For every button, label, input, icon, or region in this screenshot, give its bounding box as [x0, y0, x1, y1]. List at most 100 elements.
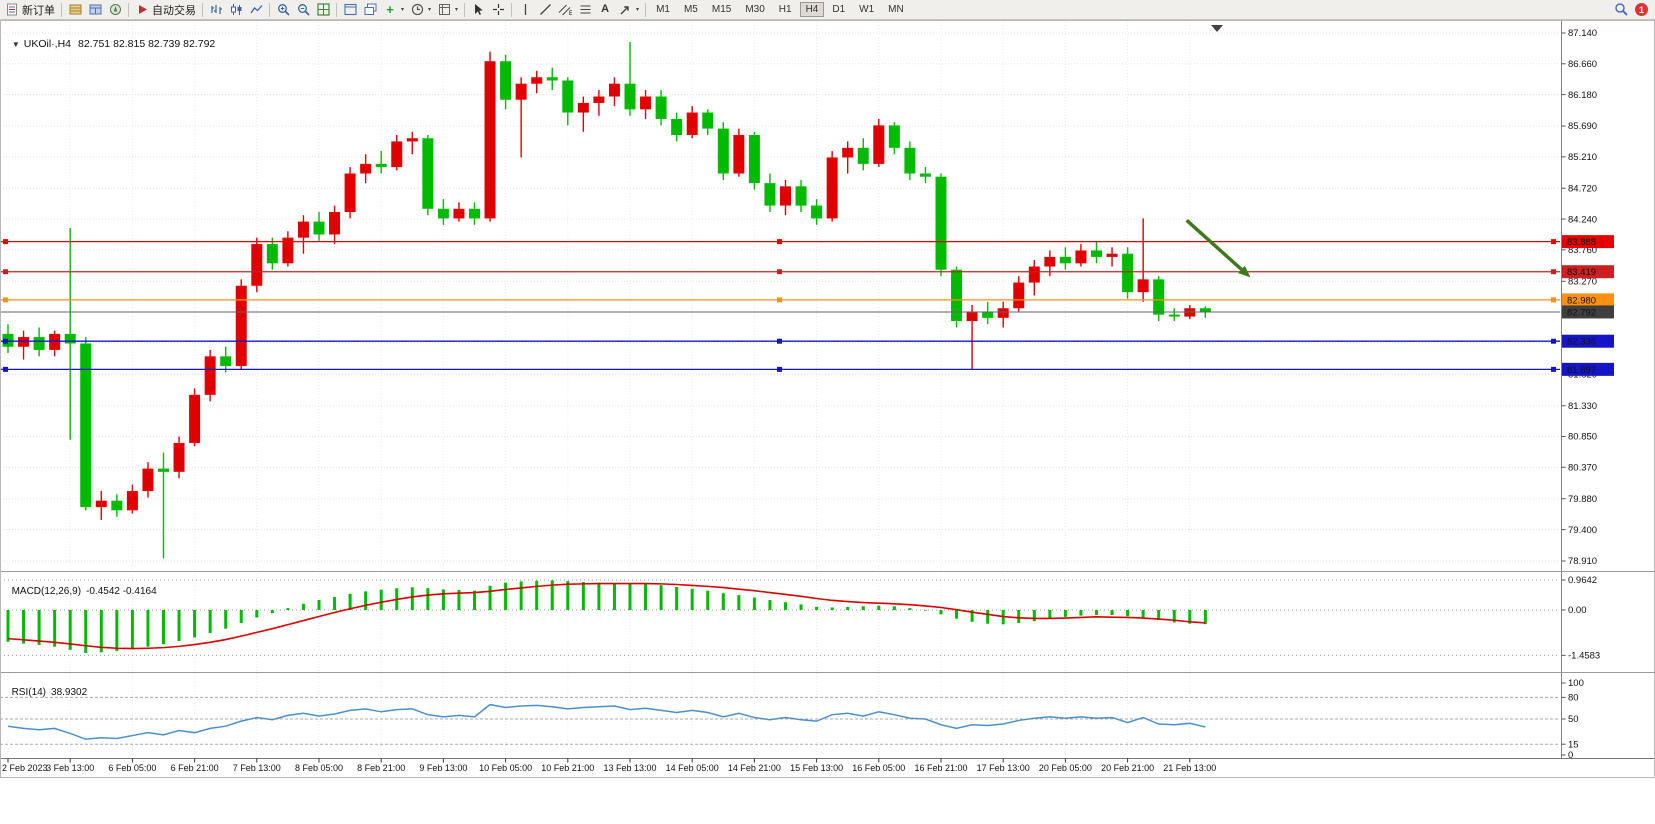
svg-text:0: 0 — [1568, 750, 1573, 761]
timeframe-W1[interactable]: W1 — [859, 4, 875, 15]
fibonacci-icon — [578, 3, 592, 17]
text-label-button[interactable]: A — [595, 1, 615, 19]
timeframe-M30[interactable]: M30 — [745, 4, 765, 15]
cursor-button[interactable] — [468, 1, 488, 19]
svg-text:-1.4583: -1.4583 — [1568, 651, 1600, 662]
trendline-button[interactable] — [535, 1, 555, 19]
timeframe-M15[interactable]: M15 — [711, 4, 732, 15]
svg-text:20 Feb 21:00: 20 Feb 21:00 — [1101, 763, 1154, 773]
toolbar-separator — [128, 2, 129, 17]
zoom-in-button[interactable] — [273, 1, 293, 19]
line-handle[interactable] — [3, 366, 8, 372]
add-indicator-button[interactable]: + ▾ — [380, 1, 407, 19]
zoom-out-icon — [296, 3, 310, 17]
templates-button[interactable]: ▾ — [434, 1, 461, 19]
line-handle[interactable] — [3, 239, 8, 245]
svg-text:14 Feb 21:00: 14 Feb 21:00 — [728, 763, 781, 773]
line-handle[interactable] — [1551, 239, 1556, 245]
svg-text:2 Feb 2023: 2 Feb 2023 — [2, 763, 48, 773]
toolbar-right: 1 — [1614, 3, 1653, 17]
data-window-button[interactable] — [85, 1, 105, 19]
chart-shift-marker-icon[interactable] — [1211, 25, 1223, 32]
svg-text:84.240: 84.240 — [1568, 214, 1597, 225]
timeframe-M5[interactable]: M5 — [683, 4, 698, 15]
navigator-icon — [108, 3, 122, 17]
rsi-value: 38.9302 — [51, 687, 88, 698]
chart-dropdown-marker[interactable]: ▼ — [11, 40, 20, 49]
line-handle[interactable] — [777, 269, 782, 275]
arrange-windows-button[interactable] — [340, 1, 360, 19]
line-handle[interactable] — [777, 338, 782, 344]
zoom-in-icon — [276, 3, 290, 17]
level-line-82.336[interactable] — [0, 338, 1560, 344]
notification-badge[interactable]: 1 — [1635, 3, 1648, 16]
svg-text:79.400: 79.400 — [1568, 525, 1597, 536]
toolbar-separator — [511, 2, 513, 17]
line-handle[interactable] — [1551, 338, 1556, 344]
toolbar-separator — [61, 2, 62, 17]
timeframe-M1[interactable]: M1 — [656, 4, 670, 15]
line-handle[interactable] — [777, 297, 782, 303]
line-handle[interactable] — [1551, 297, 1556, 303]
search-icon[interactable] — [1614, 3, 1628, 17]
price-tag — [1562, 235, 1614, 249]
bars-chart-button[interactable] — [206, 1, 226, 19]
market-watch-button[interactable] — [65, 1, 85, 19]
timeframe-MN[interactable]: MN — [888, 4, 904, 15]
level-line-83.419[interactable] — [0, 269, 1560, 275]
ohlc-readout: 82.751 82.815 82.739 82.792 — [78, 38, 216, 50]
rsi-line — [7, 703, 1206, 740]
line-handle[interactable] — [1551, 366, 1556, 372]
svg-text:82.980: 82.980 — [1567, 295, 1596, 306]
price-chart[interactable]: 87.140 86.660 86.180 85.690 85.210 84.720 84.2… — [0, 20, 1655, 824]
timeframe-H4[interactable]: H4 — [799, 2, 825, 17]
svg-text:17 Feb 13:00: 17 Feb 13:00 — [977, 763, 1030, 773]
line-chart-button[interactable] — [246, 1, 266, 19]
crosshair-button[interactable] — [488, 1, 508, 19]
line-handle[interactable] — [777, 366, 782, 372]
arrow-annotation[interactable] — [1185, 219, 1251, 278]
equidistant-channel-button[interactable]: E — [555, 1, 575, 19]
cursor-icon — [471, 3, 485, 17]
svg-text:81.897: 81.897 — [1567, 365, 1596, 376]
svg-text:83.760: 83.760 — [1568, 245, 1597, 256]
line-handle[interactable] — [3, 338, 8, 344]
timeframe-H1[interactable]: H1 — [778, 4, 792, 15]
chart-symbol-header: ▼ UKOil·,H4 82.751 82.815 82.739 82.792 — [6, 26, 215, 50]
periods-icon — [410, 3, 424, 17]
bars-chart-icon — [209, 3, 223, 17]
fibonacci-button[interactable] — [575, 1, 595, 19]
new-order-icon — [5, 3, 19, 17]
toolbar-button-area: 新订单 自动交易 + ▾ ▾ ▾ E A ▾ M1 M5 M15 M30 H1 H4 D1 W1 MN — [2, 0, 911, 19]
zoom-out-button[interactable] — [293, 1, 313, 19]
arrows-shapes-button[interactable]: ▾ — [615, 1, 642, 19]
svg-text:6 Feb 05:00: 6 Feb 05:00 — [108, 763, 156, 773]
periods-button[interactable]: ▾ — [407, 1, 434, 19]
level-line-82.980[interactable] — [0, 297, 1560, 303]
navigator-button[interactable] — [105, 1, 125, 19]
svg-text:81.330: 81.330 — [1568, 401, 1597, 412]
svg-text:20 Feb 05:00: 20 Feb 05:00 — [1039, 763, 1092, 773]
templates-icon — [437, 3, 451, 17]
line-handle[interactable] — [1551, 269, 1556, 275]
svg-text:78.910: 78.910 — [1568, 556, 1597, 567]
svg-text:80.370: 80.370 — [1568, 463, 1597, 474]
new-order-button[interactable]: 新订单 — [2, 1, 58, 19]
line-handle[interactable] — [777, 239, 782, 245]
toolbar-separator — [645, 2, 647, 17]
data-window-icon — [88, 3, 102, 17]
svg-text:86.660: 86.660 — [1568, 59, 1597, 70]
line-handle[interactable] — [3, 297, 8, 303]
macd-signal-line — [7, 582, 1206, 650]
line-handle[interactable] — [3, 269, 8, 275]
candlestick-chart-button[interactable] — [226, 1, 246, 19]
autotrade-play-button[interactable]: 自动交易 — [132, 1, 199, 19]
level-line-81.897[interactable] — [0, 366, 1560, 372]
timeframe-D1[interactable]: D1 — [832, 4, 846, 15]
vertical-line-button[interactable] — [515, 1, 535, 19]
level-line-83.888[interactable] — [0, 239, 1560, 245]
cascade-windows-button[interactable] — [360, 1, 380, 19]
tile-windows-button[interactable] — [313, 1, 333, 19]
svg-text:0.9642: 0.9642 — [1568, 575, 1597, 586]
